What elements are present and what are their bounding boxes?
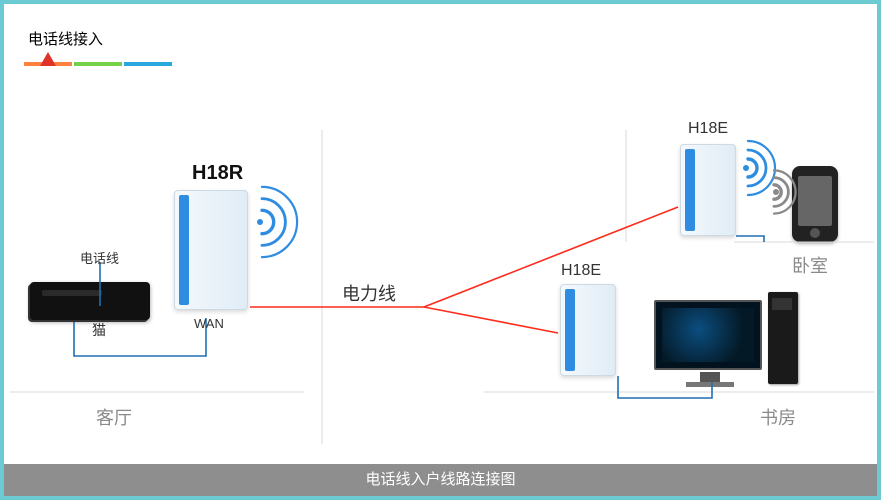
modem-device <box>30 282 150 320</box>
connections-overlay <box>4 4 881 500</box>
label-room_st: 书房 <box>760 404 796 430</box>
smartphone-device <box>792 166 838 242</box>
diagram-title: 电话线入户线路连接图 <box>365 471 515 488</box>
active-tab-marker <box>40 52 56 66</box>
label-modem: 猫 <box>92 320 106 340</box>
h18r-device <box>174 190 248 310</box>
label-wan: WAN <box>194 316 224 331</box>
h18e-study-device <box>560 284 616 376</box>
access-type-tabs: 电话线接入 <box>24 28 174 73</box>
label-h18r: H18R <box>192 162 243 185</box>
access-type-caption: 电话线接入 <box>24 28 174 49</box>
diagram-canvas: 电话线接入 H18R H18E H18E 电力线 电话线 WAN 猫客厅 书房 卧室 电话线入户… <box>0 0 881 500</box>
desktop-pc <box>654 300 762 370</box>
label-room_lr: 客厅 <box>96 404 132 430</box>
label-phoneline: 电话线 <box>80 248 119 267</box>
wifi-icon <box>257 187 297 257</box>
wifi-icon <box>743 141 775 195</box>
h18e-bedroom-device <box>680 144 736 236</box>
diagram-title-bar: 电话线入户线路连接图 <box>4 464 877 496</box>
label-h18e_mid: H18E <box>561 262 601 280</box>
label-h18e_top: H18E <box>688 120 728 138</box>
label-room_br: 卧室 <box>792 252 828 278</box>
label-powerline: 电力线 <box>342 280 396 306</box>
